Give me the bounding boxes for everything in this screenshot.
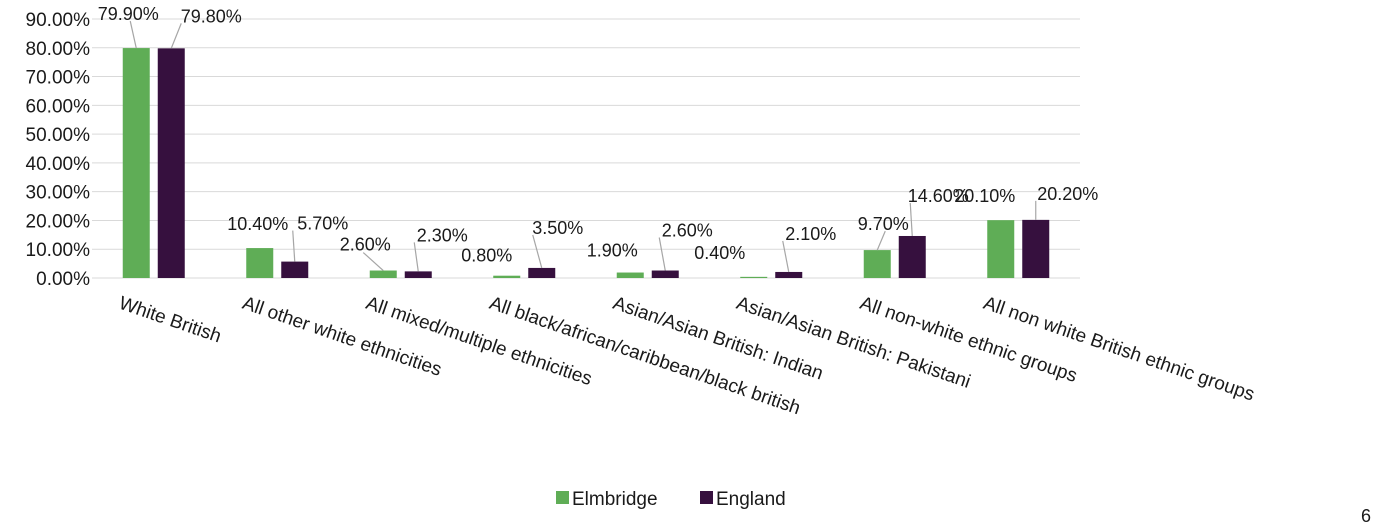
leader-line xyxy=(129,20,137,49)
legend-label-england: England xyxy=(716,489,786,510)
y-tick-label: 90.00% xyxy=(26,10,91,31)
leader-line xyxy=(909,202,913,237)
data-label-elmbridge: 1.90% xyxy=(587,241,638,261)
leader-line xyxy=(876,230,886,251)
data-labels: 79.90% 79.80%10.40% 5.70%2.60% 2.30%0.80%3.… xyxy=(98,4,1099,266)
bar-england xyxy=(775,271,803,278)
legend-swatch-elmbridge xyxy=(556,491,569,504)
y-axis: 0.00% 10.00% 20.00% 30.00% 40.00% 50.00% 60.00… xyxy=(26,10,91,290)
y-tick-label: 40.00% xyxy=(26,154,91,175)
y-tick-label: 70.00% xyxy=(26,68,91,89)
bar-england xyxy=(528,267,556,278)
data-label-england: 2.10% xyxy=(785,224,836,244)
bar-elmbridge xyxy=(987,220,1015,278)
data-label-england: 14.60% xyxy=(908,186,969,206)
bar-england xyxy=(404,271,432,278)
data-label-elmbridge: 10.40% xyxy=(227,214,288,234)
data-label-elmbridge: 2.60% xyxy=(340,235,391,255)
leader-line xyxy=(532,234,543,269)
y-tick-label: 80.00% xyxy=(26,39,91,60)
x-tick-label: Asian/Asian British: Pakistani xyxy=(734,293,973,393)
data-label-england: 20.20% xyxy=(1037,184,1098,204)
leader-line xyxy=(413,242,419,272)
data-label-elmbridge: 9.70% xyxy=(858,214,909,234)
y-tick-label: 10.00% xyxy=(26,240,91,261)
y-tick-label: 60.00% xyxy=(26,96,91,117)
bar-elmbridge xyxy=(369,270,397,278)
bar-elmbridge xyxy=(740,276,768,278)
bar-elmbridge xyxy=(616,272,644,278)
gridlines xyxy=(92,18,1080,279)
data-label-england: 2.60% xyxy=(662,221,713,241)
legend-swatch-england xyxy=(700,491,713,504)
leader-line xyxy=(292,230,296,262)
x-axis-category-labels: White British All other white ethnicities… xyxy=(116,293,1257,419)
bars xyxy=(122,48,1050,279)
data-label-england: 3.50% xyxy=(532,218,583,238)
bar-england xyxy=(157,48,185,278)
bar-elmbridge xyxy=(246,248,274,278)
bar-england xyxy=(281,261,309,278)
leader-line xyxy=(362,252,384,271)
data-label-elmbridge: 79.90% xyxy=(98,4,159,24)
bar-england xyxy=(651,270,679,278)
x-tick-label: All mixed/multiple ethnicities xyxy=(363,293,594,390)
y-tick-label: 0.00% xyxy=(36,269,90,290)
leader-line xyxy=(170,23,182,49)
label-leader-lines xyxy=(129,20,1037,273)
leader-line xyxy=(782,240,790,273)
data-label-elmbridge: 0.40% xyxy=(694,243,745,263)
data-label-england: 2.30% xyxy=(417,225,468,245)
data-label-elmbridge: 20.10% xyxy=(954,186,1015,206)
data-label-england: 5.70% xyxy=(297,214,348,234)
bar-england xyxy=(898,235,926,278)
data-label-england: 79.80% xyxy=(181,6,242,26)
legend-label-elmbridge: Elmbridge xyxy=(572,489,658,510)
data-label-elmbridge: 0.80% xyxy=(461,246,512,266)
leader-line xyxy=(658,237,666,271)
x-tick-label: White British xyxy=(116,293,224,348)
y-tick-label: 20.00% xyxy=(26,211,91,232)
page-number: 6 xyxy=(1360,506,1371,526)
x-tick-label: All other white ethnicities xyxy=(240,293,445,381)
bar-elmbridge xyxy=(863,250,891,278)
y-tick-label: 30.00% xyxy=(26,183,91,204)
legend: Elmbridge England xyxy=(556,489,786,510)
bar-elmbridge xyxy=(122,48,150,279)
bar-england xyxy=(1022,219,1050,278)
y-tick-label: 50.00% xyxy=(26,125,91,146)
bar-elmbridge xyxy=(493,275,521,278)
